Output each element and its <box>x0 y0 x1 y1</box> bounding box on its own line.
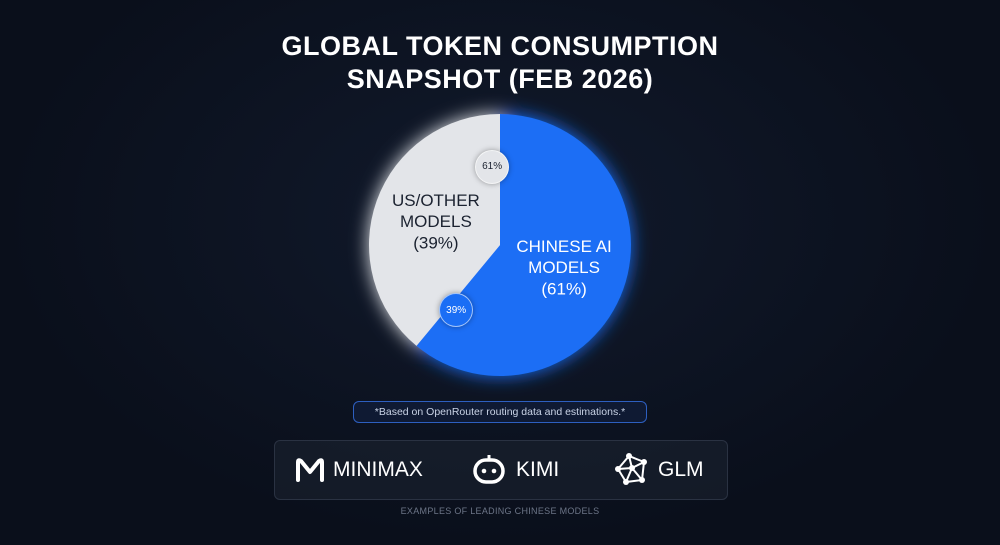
slice-badge: 61% <box>475 149 510 184</box>
pie-slice <box>369 114 500 346</box>
glm-logo <box>615 453 647 485</box>
slice-value-label: (39%) <box>413 233 459 253</box>
footnote: *Based on OpenRouter routing data and es… <box>353 401 647 423</box>
brand-name: KIMI <box>516 458 560 481</box>
slice-value-label: (61%) <box>541 279 587 299</box>
brand-name: MINIMAX <box>333 458 423 481</box>
kimi-logo <box>473 455 505 484</box>
minimax-logo <box>296 458 324 482</box>
brand-name: GLM <box>658 458 704 481</box>
chart-title: GLOBAL TOKEN CONSUMPTION SNAPSHOT (FEB 2… <box>281 31 719 94</box>
brand-panel <box>274 440 728 500</box>
slice-label: US/OTHER MODELS <box>391 190 480 231</box>
slice-badge: 39% <box>439 293 474 328</box>
slice-label: CHINESE AI MODELS <box>516 237 612 278</box>
caption: EXAMPLES OF LEADING CHINESE MODELS <box>400 506 600 516</box>
